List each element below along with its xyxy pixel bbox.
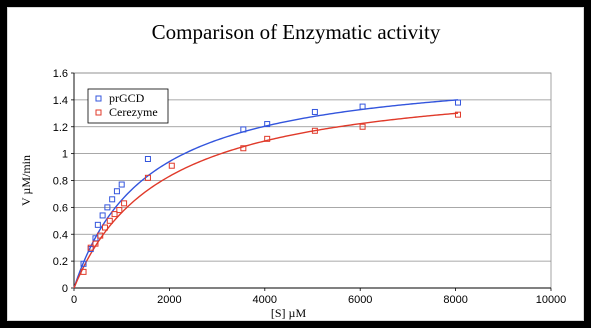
- point-prgcd-4: [99, 212, 106, 219]
- point-cerezyme-3: [97, 232, 104, 239]
- enzymatic-activity-chart: Comparison of Enzymatic activity 0 0.2 0.4…: [19, 20, 567, 320]
- point-cerezyme-9: [144, 174, 151, 181]
- data-points: [80, 99, 461, 275]
- y-axis-label: V µM/min: [19, 155, 33, 206]
- point-prgcd-3: [94, 221, 101, 228]
- x-tick-label-2: 4000: [253, 294, 277, 306]
- x-tick-label-5: 10000: [536, 294, 567, 306]
- y-tick-label-5: 1: [62, 149, 68, 161]
- y-tick-label-3: 0.6: [53, 202, 68, 214]
- legend-box: [87, 88, 169, 124]
- point-cerezyme-5: [106, 217, 113, 224]
- point-cerezyme-13: [311, 127, 318, 134]
- legend-label-cerezyme: Cerezyme: [109, 105, 158, 119]
- point-cerezyme-0: [80, 268, 87, 275]
- point-cerezyme-14: [359, 123, 366, 130]
- point-cerezyme-6: [111, 211, 118, 218]
- axes: [71, 72, 552, 291]
- point-cerezyme-10: [168, 162, 175, 169]
- point-cerezyme-15: [454, 111, 461, 118]
- point-prgcd-14: [454, 99, 461, 106]
- x-tick-label-1: 2000: [157, 294, 181, 306]
- point-prgcd-6: [109, 196, 116, 203]
- point-cerezyme-2: [92, 240, 99, 247]
- legend-marker-cerezyme: [95, 109, 102, 116]
- x-tick-label-4: 8000: [443, 294, 467, 306]
- point-cerezyme-4: [102, 224, 109, 231]
- point-prgcd-0: [80, 260, 87, 267]
- legend-marker-prgcd: [95, 95, 102, 102]
- fit-curve-cerezyme: [73, 112, 459, 289]
- y-tick-label-0: 0: [62, 283, 68, 295]
- legend-label-prgcd: prGCD: [109, 91, 145, 105]
- y-tick-label-2: 0.4: [53, 229, 68, 241]
- point-prgcd-8: [118, 181, 125, 188]
- point-prgcd-10: [240, 126, 247, 133]
- y-tick-label-6: 1.2: [53, 122, 68, 134]
- point-cerezyme-7: [116, 207, 123, 214]
- chart-panel: Comparison of Enzymatic activity 0 0.2 0.4…: [7, 7, 584, 321]
- chart-title: Comparison of Enzymatic activity: [152, 20, 441, 44]
- legend: prGCD Cerezyme: [87, 88, 169, 124]
- y-tick-label-1: 0.2: [53, 256, 68, 268]
- point-prgcd-12: [311, 108, 318, 115]
- point-cerezyme-1: [87, 244, 94, 251]
- x-tick-label-3: 6000: [348, 294, 372, 306]
- point-prgcd-9: [144, 156, 151, 162]
- point-cerezyme-12: [264, 135, 271, 142]
- y-tick-label-7: 1.4: [53, 95, 68, 107]
- x-axis-label: [S] µM: [271, 306, 307, 320]
- fit-curve-prgcd: [73, 99, 459, 289]
- tick-labels: 0 0.2 0.4 0.6 0.8 1 1.2 1.4 1.6 0 2000 4000 6000 8000…: [53, 68, 567, 306]
- y-tick-label-4: 0.8: [53, 176, 68, 188]
- point-prgcd-5: [104, 204, 111, 211]
- point-cerezyme-8: [121, 200, 128, 207]
- y-tick-label-8: 1.6: [53, 68, 68, 80]
- x-tick-label-0: 0: [71, 294, 77, 306]
- point-cerezyme-11: [240, 145, 247, 152]
- point-prgcd-7: [113, 188, 120, 195]
- point-prgcd-11: [264, 121, 271, 128]
- fit-curves: [73, 99, 459, 289]
- point-prgcd-13: [359, 103, 366, 110]
